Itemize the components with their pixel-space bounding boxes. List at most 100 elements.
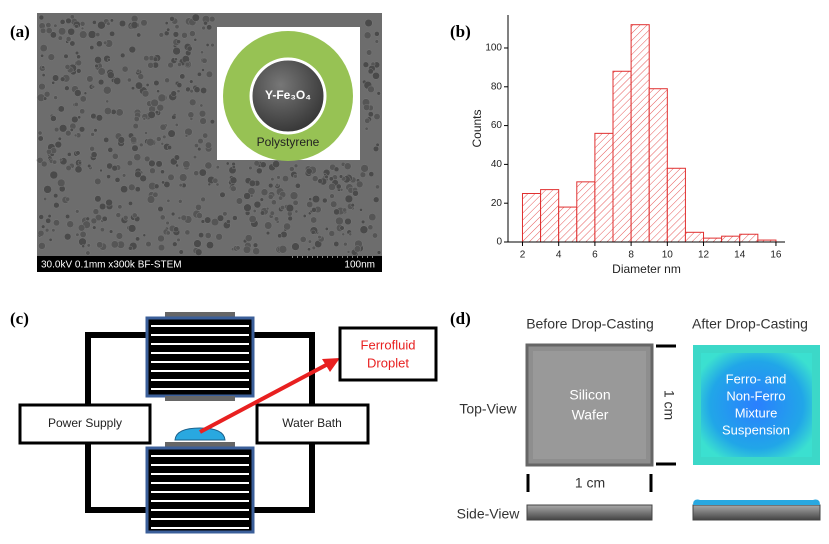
particle: [46, 148, 52, 155]
particle: [367, 111, 374, 118]
particle: [167, 61, 174, 69]
particle: [206, 24, 213, 31]
particle: [230, 185, 237, 192]
bar: [612, 70, 632, 243]
particle: [199, 103, 204, 108]
particle: [376, 250, 382, 255]
particle: [101, 215, 108, 222]
particle: [105, 99, 110, 104]
particle: [310, 216, 318, 224]
particle: [97, 67, 106, 76]
particle: [195, 203, 202, 211]
particle: [339, 225, 345, 231]
particle: [346, 250, 351, 254]
particle: [317, 234, 322, 240]
bar: [721, 235, 741, 243]
particle: [133, 153, 142, 162]
bar: [594, 132, 614, 243]
panel-label: (c): [10, 309, 29, 328]
particle: [179, 173, 188, 182]
bar: [630, 24, 650, 243]
x-tick-label: 10: [662, 250, 674, 261]
particle: [76, 68, 82, 74]
particle: [191, 13, 200, 22]
particle: [374, 39, 379, 44]
particle: [96, 40, 103, 48]
particle: [362, 61, 370, 68]
particle: [260, 188, 269, 196]
particle: [39, 44, 48, 53]
particle: [364, 18, 373, 28]
particle: [89, 45, 95, 51]
particle: [276, 175, 281, 180]
height-label: 1 cm: [661, 390, 677, 420]
particle: [189, 30, 196, 37]
particle: [79, 21, 86, 27]
particle: [176, 82, 183, 88]
particle: [73, 133, 78, 138]
particle: [90, 113, 97, 120]
particle: [174, 24, 180, 30]
particle: [158, 32, 164, 38]
particle: [187, 111, 195, 119]
particle: [232, 215, 238, 221]
particle: [360, 219, 366, 225]
particle: [235, 197, 243, 205]
particle: [128, 200, 133, 206]
particle: [157, 244, 166, 252]
x-tick-label: 6: [592, 250, 598, 261]
particles: [36, 13, 382, 257]
particle: [173, 226, 180, 233]
wire: [253, 332, 315, 513]
particle: [157, 205, 164, 213]
particle: [209, 119, 215, 125]
particle: [306, 201, 314, 208]
particle: [196, 212, 203, 219]
particle: [57, 178, 66, 188]
particle: [328, 176, 334, 182]
windings: [151, 325, 249, 529]
particle: [134, 186, 141, 193]
particle: [165, 230, 171, 236]
particle: [121, 173, 127, 178]
particle: [147, 110, 156, 119]
particle: [69, 127, 74, 132]
particle: [150, 98, 159, 108]
y-tick-label: 40: [491, 159, 503, 170]
particle: [253, 160, 260, 167]
bar: [540, 189, 560, 243]
particle: [94, 195, 102, 203]
particle: [152, 56, 159, 62]
particle: [374, 31, 380, 37]
particle: [199, 117, 207, 125]
particle: [85, 250, 91, 256]
particle: [97, 78, 105, 86]
particle: [75, 150, 81, 156]
particle: [219, 191, 226, 198]
particle: [67, 27, 76, 36]
core: [249, 57, 327, 135]
particle: [166, 27, 171, 32]
side-film: [693, 499, 820, 505]
particle: [111, 165, 118, 172]
row-label: Top-View: [459, 401, 517, 417]
particle: [86, 243, 91, 248]
sem-info: 30.0kV 0.1mm x300k BF-STEM: [41, 260, 182, 271]
particle: [201, 57, 208, 64]
particle: [142, 233, 147, 237]
circuit: [85, 332, 315, 513]
particle: [87, 30, 97, 39]
particle: [114, 177, 121, 183]
particle: [367, 85, 375, 93]
particle: [248, 215, 257, 224]
particle: [117, 136, 125, 144]
particle: [161, 180, 166, 185]
particle: [207, 182, 212, 187]
particle: [83, 91, 88, 95]
particle: [81, 244, 86, 249]
particle: [85, 216, 90, 222]
particle: [75, 59, 82, 67]
particle: [198, 232, 205, 239]
particle: [160, 169, 165, 175]
